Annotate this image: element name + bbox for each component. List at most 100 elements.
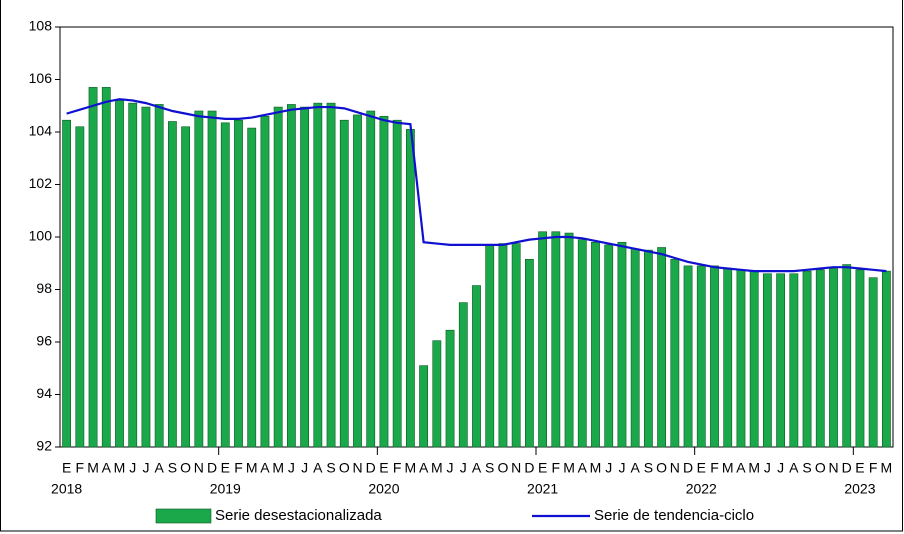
x-tick-label: O: [656, 460, 667, 476]
bar: [485, 244, 495, 448]
x-tick-label: J: [129, 460, 136, 476]
bar: [313, 102, 323, 448]
x-tick-label: N: [670, 460, 680, 476]
x-tick-label: F: [552, 460, 561, 476]
x-tick-label: M: [246, 460, 258, 476]
x-tick-label: J: [301, 460, 308, 476]
x-tick-label: A: [578, 460, 588, 476]
bar: [247, 127, 257, 448]
bar: [392, 119, 402, 448]
x-tick-label: E: [221, 460, 230, 476]
bar: [630, 248, 640, 448]
year-label: 2022: [686, 481, 717, 497]
bar: [842, 264, 852, 448]
x-tick-label: O: [815, 460, 826, 476]
bar: [472, 285, 481, 448]
bar: [353, 114, 362, 448]
bar: [234, 119, 243, 448]
bar: [445, 329, 455, 448]
x-tick-label: M: [722, 460, 734, 476]
bar: [419, 365, 429, 448]
bar: [670, 259, 680, 448]
bar: [88, 87, 98, 448]
x-tick-label: D: [842, 460, 852, 476]
bar: [286, 104, 296, 448]
bar: [696, 265, 706, 448]
x-tick-label: M: [272, 460, 284, 476]
x-tick-label: A: [419, 460, 429, 476]
y-tick-label: 92: [36, 438, 52, 454]
x-tick-label: A: [102, 460, 112, 476]
x-tick-label: M: [748, 460, 760, 476]
y-tick-label: 94: [36, 385, 52, 401]
legend-swatch: [155, 508, 212, 524]
year-label: 2018: [51, 481, 82, 497]
x-tick-label: N: [352, 460, 362, 476]
x-tick-label: F: [234, 460, 243, 476]
bar: [115, 100, 124, 448]
bar: [128, 102, 138, 448]
bar: [511, 243, 521, 448]
bar: [604, 244, 614, 448]
bar: [101, 87, 111, 448]
bar: [564, 232, 574, 448]
x-tick-label: J: [142, 460, 149, 476]
x-tick-label: D: [207, 460, 217, 476]
bar: [776, 273, 786, 448]
x-tick-label: S: [168, 460, 177, 476]
bar: [405, 129, 415, 448]
x-tick-label: A: [154, 460, 164, 476]
bar: [829, 268, 838, 448]
x-tick-label: E: [62, 460, 71, 476]
x-tick-label: S: [644, 460, 653, 476]
bar: [379, 115, 389, 448]
year-label: 2021: [527, 481, 558, 497]
bar: [326, 102, 336, 448]
y-tick-label: 100: [29, 228, 53, 244]
x-tick-label: M: [114, 460, 126, 476]
x-tick-label: S: [326, 460, 335, 476]
bar: [207, 110, 217, 448]
bar: [273, 106, 283, 448]
x-tick-label: M: [881, 460, 893, 476]
x-tick-label: J: [618, 460, 625, 476]
y-tick-label: 108: [29, 18, 53, 34]
bar: [723, 268, 733, 448]
x-tick-label: F: [393, 460, 402, 476]
y-tick-label: 106: [29, 70, 53, 86]
x-tick-label: E: [379, 460, 388, 476]
x-tick-label: J: [447, 460, 454, 476]
x-tick-label: J: [777, 460, 784, 476]
bar: [300, 106, 310, 448]
bar: [683, 265, 693, 448]
bar: [855, 269, 865, 448]
x-tick-label: J: [288, 460, 295, 476]
legend-label: Serie de tendencia-ciclo: [594, 507, 754, 524]
bar: [141, 106, 151, 448]
x-tick-label: A: [789, 460, 799, 476]
x-tick-label: E: [697, 460, 706, 476]
x-tick-label: S: [802, 460, 811, 476]
bar: [789, 273, 799, 448]
bar: [220, 122, 230, 448]
bar: [881, 270, 891, 448]
x-tick-label: N: [828, 460, 838, 476]
x-tick-label: J: [764, 460, 771, 476]
bar: [181, 126, 191, 448]
x-tick-label: N: [194, 460, 204, 476]
bar: [591, 241, 600, 448]
y-tick-label: 104: [29, 123, 53, 139]
bar: [154, 104, 164, 448]
year-label: 2019: [210, 481, 241, 497]
x-tick-label: M: [87, 460, 99, 476]
bar: [260, 115, 270, 448]
x-tick-label: N: [511, 460, 521, 476]
bar: [710, 265, 719, 448]
bar: [736, 269, 746, 448]
x-tick-label: O: [497, 460, 508, 476]
x-tick-label: A: [313, 460, 323, 476]
x-tick-label: F: [76, 460, 85, 476]
bar: [802, 270, 812, 448]
bar: [643, 249, 653, 448]
bar: [815, 269, 825, 448]
